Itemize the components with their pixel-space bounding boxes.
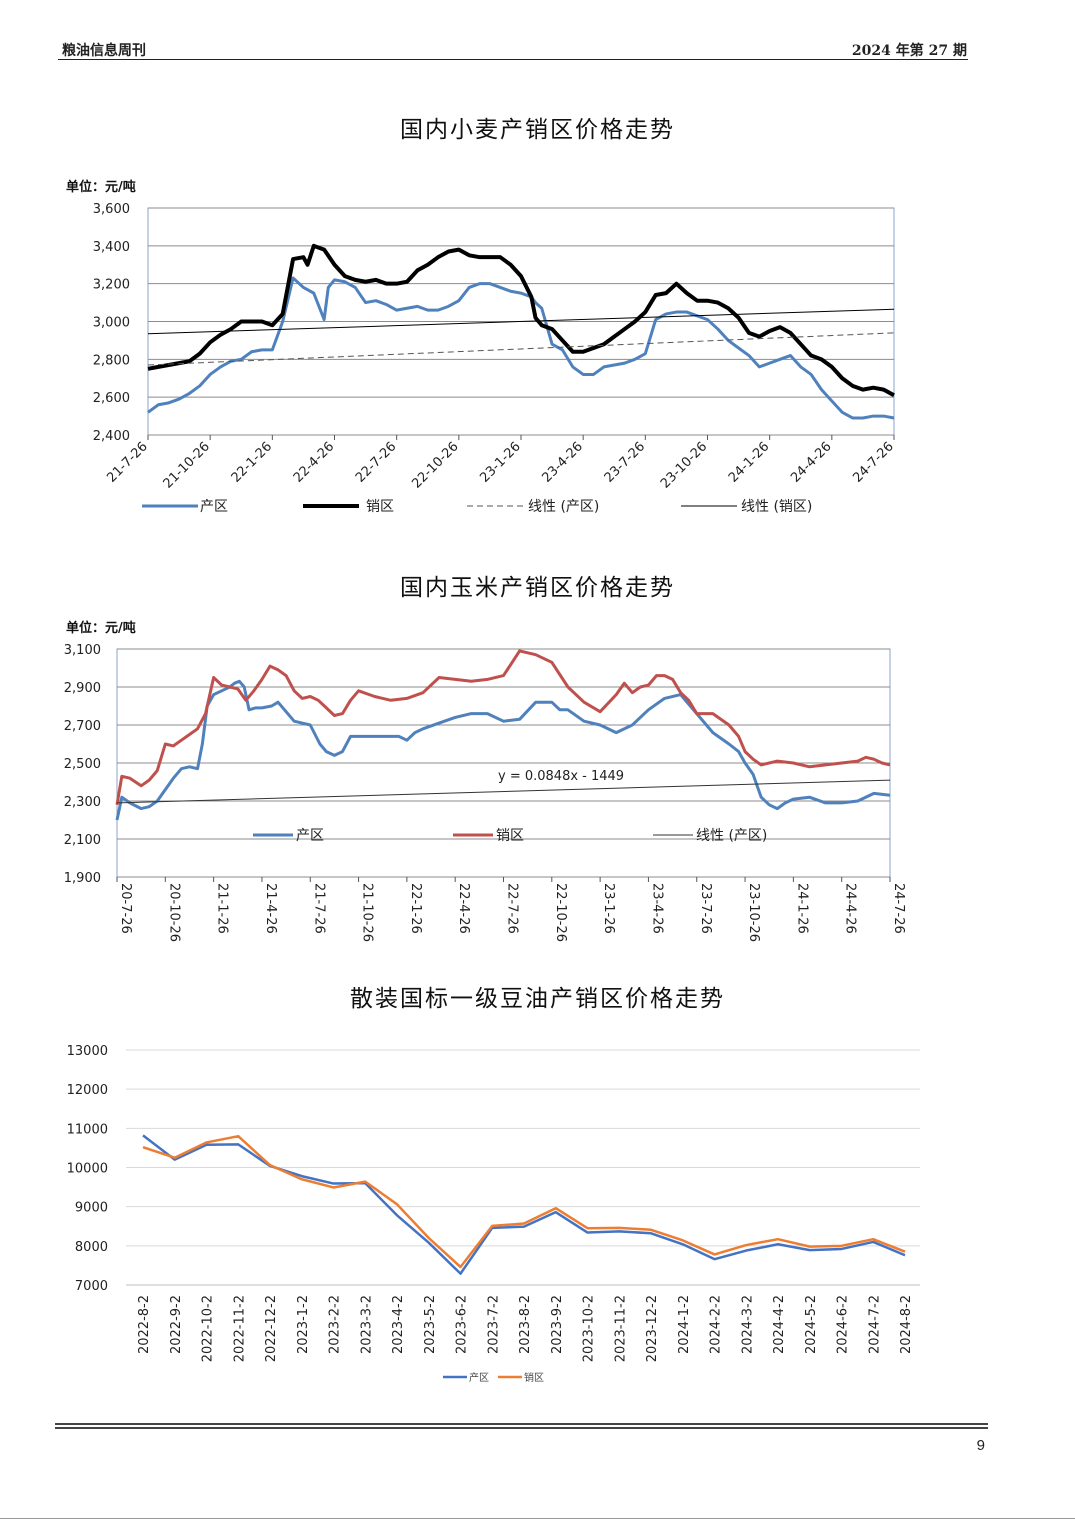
y-tick-label: 3,200 (93, 278, 130, 293)
legend-label: 产区 (200, 499, 228, 515)
y-tick-label: 11000 (67, 1122, 108, 1137)
header-rule (58, 59, 968, 60)
y-tick-label: 7000 (75, 1279, 108, 1294)
x-tick-label: 22-10-26 (553, 883, 568, 942)
series-line (142, 1134, 906, 1275)
page-number: 9 (976, 1437, 985, 1454)
corn-chart-title: 国内玉米产销区价格走势 (400, 575, 675, 601)
legend-label: 线性 (销区) (741, 499, 812, 515)
y-tick-label: 9000 (75, 1201, 108, 1216)
x-tick-label: 23-10-26 (746, 883, 761, 942)
corn-price-chart: 1,900 2,100 2,300 2,500 2,700 2,900 3,100 单位：元/… (64, 620, 906, 942)
x-tick-label: 21-4-26 (263, 883, 278, 934)
x-tick-label: 2023-1-2 (296, 1295, 311, 1354)
x-tick-label: 23-4-26 (649, 883, 664, 934)
x-tick-label: 2023-11-2 (613, 1295, 628, 1362)
legend-label: 销区 (366, 499, 394, 515)
x-tick-label: 2023-10-2 (582, 1295, 597, 1362)
legend-label: 产区 (469, 1371, 489, 1384)
soyoil-chart-title: 散装国标一级豆油产销区价格走势 (350, 986, 725, 1012)
unit-label: 单位：元/吨 (66, 620, 136, 636)
x-tick-label: 2023-2-2 (328, 1295, 343, 1354)
y-tick-label: 2,500 (64, 757, 101, 772)
x-tick-label: 2022-9-2 (169, 1295, 184, 1354)
legend-label: 产区 (296, 828, 324, 844)
x-tick-label: 2024-5-2 (804, 1295, 819, 1354)
x-tick-label: 2024-7-2 (867, 1295, 882, 1354)
legend-label: 销区 (524, 1371, 544, 1384)
x-tick-label: 2023-3-2 (359, 1295, 374, 1354)
y-tick-label: 8000 (75, 1240, 108, 1255)
x-tick-label: 2022-11-2 (232, 1295, 247, 1362)
x-tick-label: 2024-3-2 (740, 1295, 755, 1354)
x-tick-label: 2024-1-2 (677, 1295, 692, 1354)
y-tick-label: 2,400 (93, 429, 130, 444)
y-tick-label: 2,700 (64, 719, 101, 734)
legend-label: 销区 (496, 828, 524, 844)
x-tick-label: 2022-10-2 (201, 1295, 216, 1362)
wheat-chart-title: 国内小麦产销区价格走势 (400, 117, 675, 143)
x-tick-label: 21-1-26 (215, 883, 230, 934)
page-edge-rule (0, 1518, 1075, 1519)
x-tick-label: 2024-2-2 (709, 1295, 724, 1354)
y-tick-label: 12000 (67, 1083, 108, 1098)
x-tick-label: 2022-12-2 (264, 1295, 279, 1362)
soyoil-price-chart: 7000 8000 9000 10000 11000 12000 13000 2022-8-2… (67, 1044, 920, 1384)
unit-label: 单位：元/吨 (66, 179, 136, 195)
y-tick-label: 2,100 (64, 833, 101, 848)
series-line (147, 276, 895, 420)
x-tick-label: 2023-12-2 (645, 1295, 660, 1362)
y-tick-label: 2,800 (93, 353, 130, 368)
y-tick-label: 2,300 (64, 795, 101, 810)
series-line (116, 779, 891, 804)
y-tick-label: 1,900 (64, 871, 101, 886)
x-tick-label: 2024-4-2 (772, 1295, 787, 1354)
x-tick-label: 2023-9-2 (550, 1295, 565, 1354)
x-tick-label: 24-4-26 (843, 883, 858, 934)
x-tick-label: 2023-4-2 (391, 1295, 406, 1354)
x-tick-label: 2023-7-2 (486, 1295, 501, 1354)
y-tick-label: 3,100 (64, 643, 101, 658)
x-tick-label: 21-7-26 (311, 883, 326, 934)
header-right: 2024 年第 27 期 (851, 43, 967, 59)
series-line (147, 243, 895, 398)
x-tick-label: 23-7-26 (698, 883, 713, 934)
x-tick-label: 24-7-26 (891, 883, 906, 934)
series-line (142, 1134, 906, 1269)
legend-label: 线性 (产区) (528, 499, 599, 515)
y-tick-label: 13000 (67, 1044, 108, 1059)
trendline-equation: y = 0.0848x - 1449 (498, 769, 624, 784)
y-tick-label: 3,600 (93, 202, 130, 217)
y-tick-label: 3,000 (93, 316, 130, 331)
x-tick-label: 23-1-26 (601, 883, 616, 934)
series-line (115, 649, 891, 806)
legend-label: 线性 (产区) (696, 828, 767, 844)
y-tick-label: 10000 (67, 1162, 108, 1177)
footer-rule (55, 1423, 988, 1431)
x-tick-label: 2022-8-2 (137, 1295, 152, 1354)
x-tick-label: 2023-8-2 (518, 1295, 533, 1354)
x-tick-label: 2023-6-2 (455, 1295, 470, 1354)
wheat-price-chart: 2,400 2,600 2,800 3,000 3,200 3,400 3,600 单位：元/… (66, 179, 897, 515)
x-tick-label: 2024-6-2 (836, 1295, 851, 1354)
x-tick-label: 2024-8-2 (899, 1295, 914, 1354)
x-tick-label: 24-1-26 (794, 883, 809, 934)
y-tick-label: 2,600 (93, 391, 130, 406)
series-line (147, 332, 895, 366)
series-line (147, 308, 895, 335)
x-tick-label: 20-10-26 (166, 883, 181, 942)
x-tick-label: 20-7-26 (118, 883, 133, 934)
x-tick-label: 22-7-26 (505, 883, 520, 934)
x-tick-label: 22-1-26 (408, 883, 423, 934)
header-left: 粮油信息周刊 (62, 43, 146, 59)
y-tick-label: 3,400 (93, 240, 130, 255)
x-tick-label: 21-10-26 (360, 883, 375, 942)
x-tick-label: 2023-5-2 (423, 1295, 438, 1354)
x-tick-label: 22-4-26 (456, 883, 471, 934)
y-tick-label: 2,900 (64, 681, 101, 696)
